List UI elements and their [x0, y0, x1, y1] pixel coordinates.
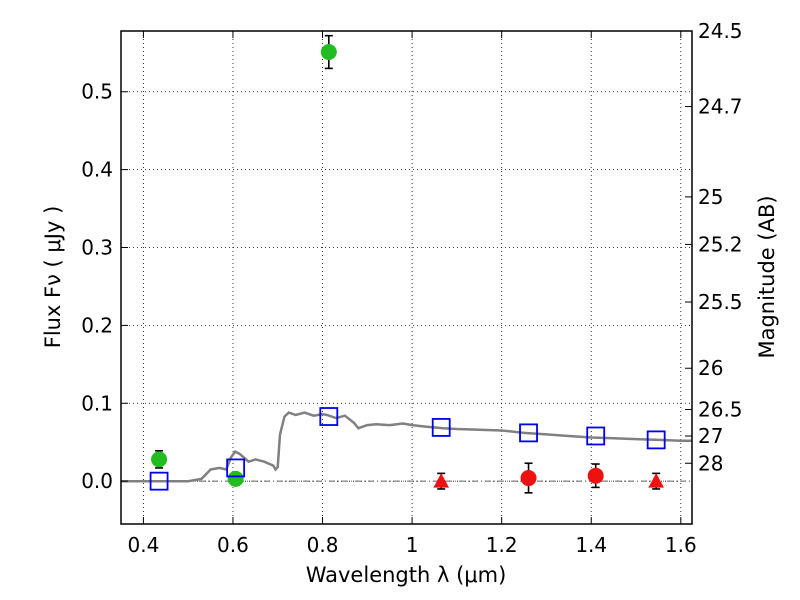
y-tick-label: 0.0	[81, 469, 113, 493]
right-tick-label: 24.7	[698, 95, 743, 119]
x-tick-label: 1.2	[486, 533, 518, 557]
model-photometry-point	[431, 418, 451, 437]
x-tick-label: 0.4	[127, 533, 159, 557]
nondetection-point	[520, 470, 537, 487]
x-tick-label: 1.6	[665, 533, 697, 557]
right-tick-label: 25	[698, 185, 723, 209]
x-axis-title: Wavelength λ (μm)	[306, 563, 507, 587]
upper-limit-point	[433, 473, 450, 488]
right-tick-label: 25.2	[698, 232, 743, 256]
right-axis-title: Magnitude (AB)	[755, 195, 779, 358]
y-axis-title: Flux Fν ( μJy )	[41, 206, 65, 349]
y-tick-label: 0.4	[81, 158, 113, 182]
right-tick-label: 24.5	[698, 19, 743, 43]
y-tick-label: 0.5	[81, 80, 113, 104]
y-tick-label: 0.3	[81, 236, 113, 260]
right-tick-label: 25.5	[698, 290, 743, 314]
x-tick-label: 0.6	[217, 533, 249, 557]
upper-limit-point	[648, 473, 665, 488]
model-photometry-point	[519, 423, 538, 443]
model-spectrum-line	[121, 411, 692, 483]
model-photometry-point	[646, 430, 666, 450]
plot-frame	[120, 30, 693, 525]
detection-point	[151, 451, 168, 468]
right-tick-label: 28	[698, 451, 723, 475]
model-photometry-point	[319, 407, 339, 426]
tick-labels: 0.4 0.6 0.8 1 1.2 1.4 1.6 0.0 0.1 0.2 0.3 0.4 0.5 24.…	[81, 19, 742, 557]
detection-point	[227, 470, 244, 487]
model-photometry-point	[226, 458, 246, 478]
y-tick-label: 0.1	[81, 391, 113, 415]
axis-ticks	[121, 30, 692, 524]
detection-point	[320, 44, 337, 61]
x-tick-label: 0.8	[307, 533, 339, 557]
x-tick-label: 1	[406, 533, 419, 557]
model-photometry-point	[149, 471, 169, 491]
x-tick-label: 1.4	[575, 533, 607, 557]
nondetection-point	[587, 467, 604, 484]
data-markers	[149, 44, 666, 491]
right-tick-label: 26.5	[698, 398, 743, 422]
model-photometry-point	[586, 426, 606, 446]
plot-background	[121, 31, 692, 524]
right-tick-label: 26	[698, 356, 723, 380]
right-tick-label: 27	[698, 424, 723, 448]
y-tick-label: 0.2	[81, 313, 113, 337]
